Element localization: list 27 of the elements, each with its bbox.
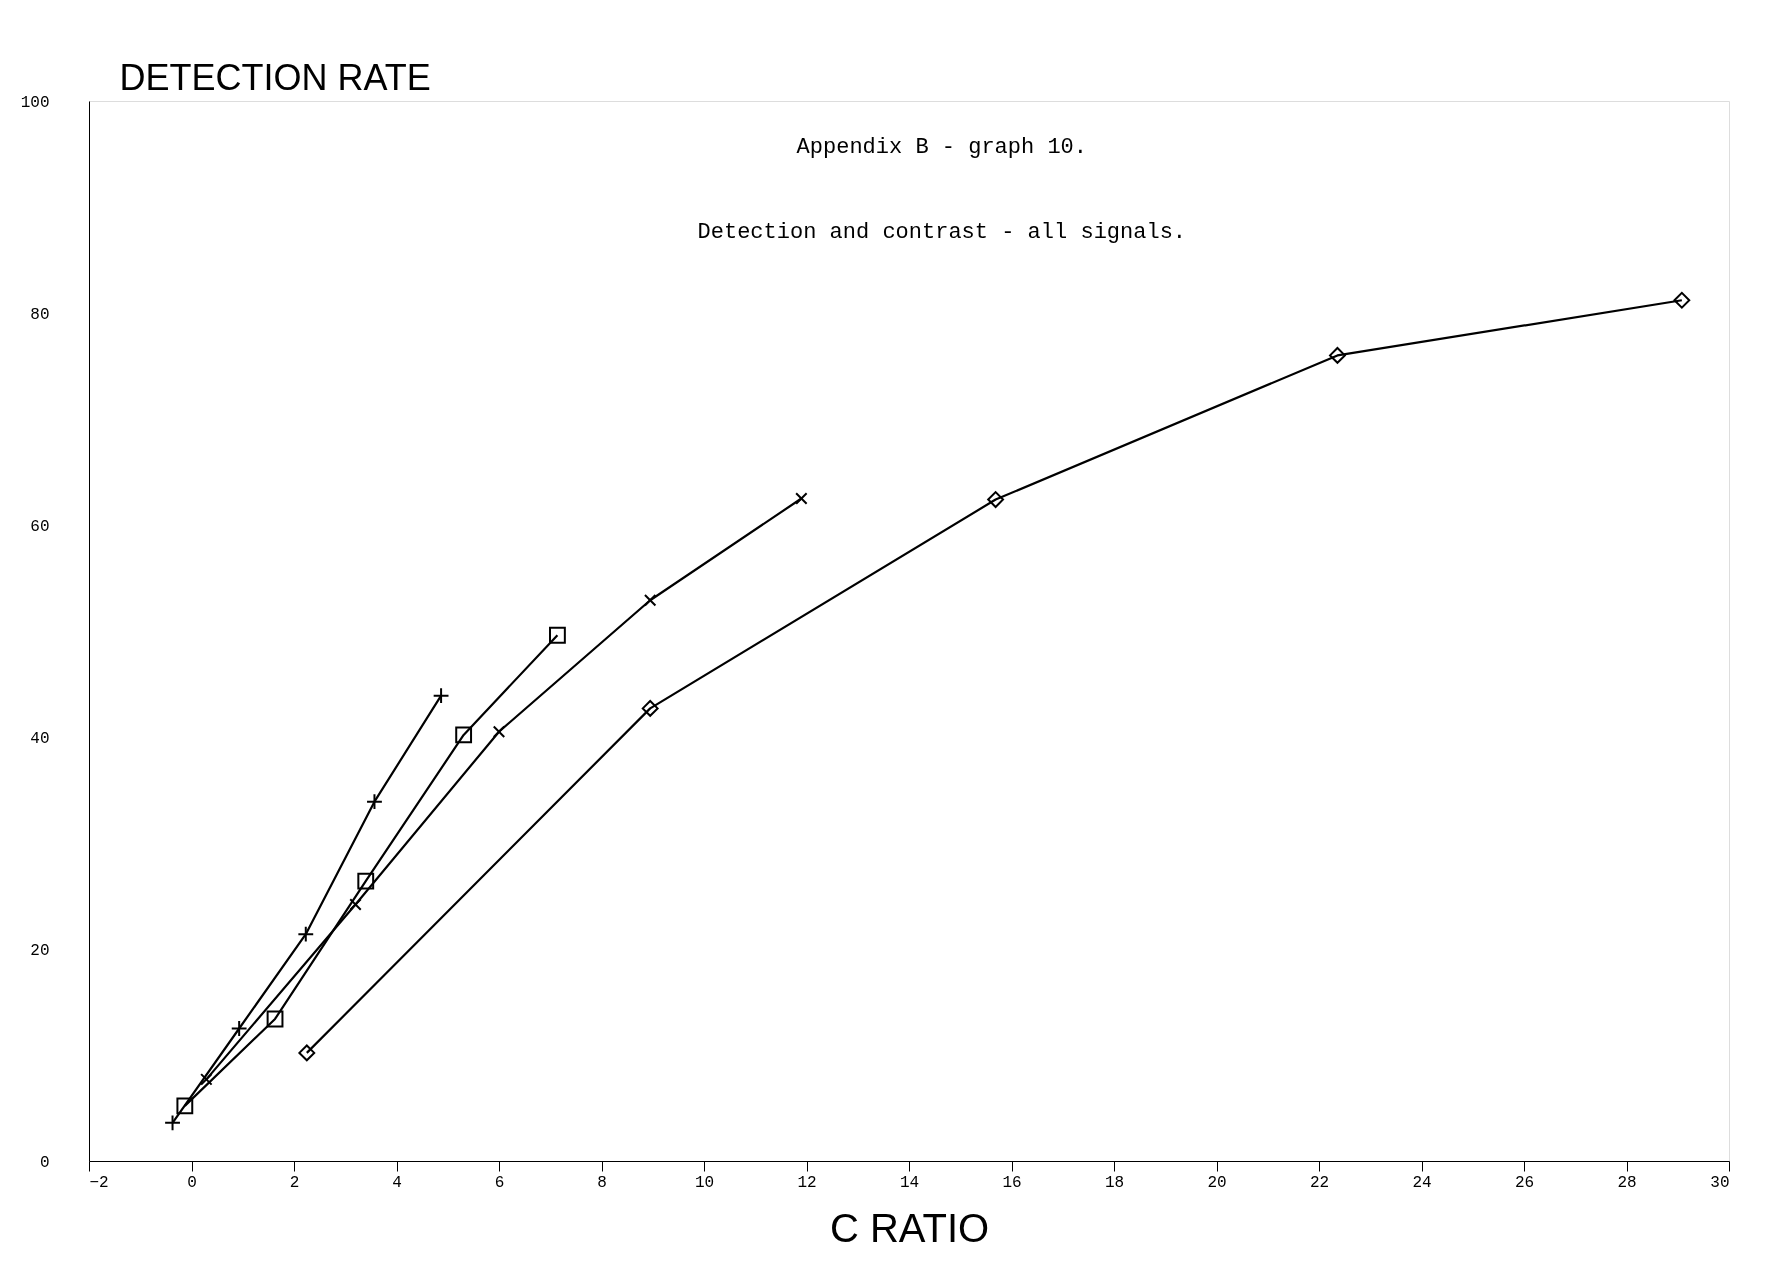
x-tick-label: 20 — [1207, 1173, 1227, 1192]
annotation: Appendix B - graph 10. — [796, 135, 1088, 160]
x-tick-label: 10 — [694, 1173, 715, 1192]
x-axis-title: C RATIO — [829, 1205, 990, 1250]
x-tick-label: 24 — [1412, 1173, 1432, 1192]
y-tick-label: 20 — [30, 941, 50, 960]
y-axis-title: DETECTION RATE — [119, 56, 431, 98]
y-tick-label: 80 — [30, 305, 50, 324]
x-tick-label: 22 — [1309, 1173, 1330, 1192]
x-tick-label: −2 — [89, 1173, 109, 1192]
x-tick-label: 2 — [289, 1173, 300, 1192]
x-tick-label: 14 — [899, 1173, 920, 1192]
x-tick-label: 26 — [1514, 1173, 1535, 1192]
x-tick-label: 12 — [797, 1173, 817, 1192]
y-tick-label: 100 — [20, 93, 50, 112]
x-tick-label: 4 — [392, 1173, 402, 1192]
x-tick-label: 0 — [187, 1173, 197, 1192]
y-tick-label: 40 — [30, 729, 50, 748]
x-tick-label: 30 — [1710, 1173, 1730, 1192]
x-tick-label: 8 — [597, 1173, 607, 1192]
x-tick-label: 18 — [1104, 1173, 1125, 1192]
y-tick-label: 0 — [39, 1153, 50, 1172]
y-tick-label: 60 — [30, 517, 50, 536]
annotation: Detection and contrast - all signals. — [697, 220, 1187, 245]
x-tick-label: 6 — [494, 1173, 505, 1192]
x-tick-label: 28 — [1617, 1173, 1637, 1192]
x-tick-label: 16 — [1002, 1173, 1022, 1192]
